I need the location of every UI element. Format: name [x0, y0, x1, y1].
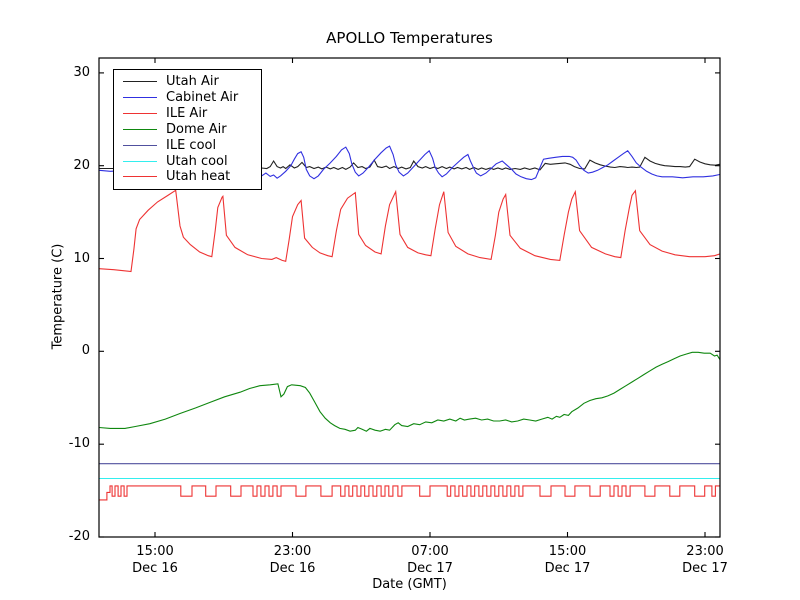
x-tick-label: 07:00 Dec 17	[385, 543, 475, 577]
y-tick-label: 10	[73, 250, 90, 266]
legend-label: Cabinet Air	[166, 90, 239, 106]
x-tick-label: 15:00 Dec 16	[110, 543, 200, 577]
x-tick-date: Dec 16	[132, 561, 178, 576]
x-tick-date: Dec 17	[682, 561, 728, 576]
series-line-utah-heat	[99, 485, 720, 501]
legend-line-sample	[123, 128, 157, 130]
x-tick-time: 15:00	[136, 544, 174, 559]
x-tick-label: 23:00 Dec 17	[660, 543, 750, 577]
y-axis-label: Temperature (C)	[50, 243, 66, 350]
y-tick-label: 20	[73, 157, 90, 173]
legend-line-sample	[123, 160, 157, 162]
legend-entry-dome-air: Dome Air	[123, 122, 253, 137]
y-tick-label: -10	[68, 436, 90, 452]
legend-label: ILE Air	[166, 106, 208, 122]
x-tick-time: 07:00	[411, 544, 449, 559]
legend-entry-utah-heat: Utah heat	[123, 169, 253, 184]
series-line-cabinet-air	[99, 145, 720, 181]
legend-line-sample	[123, 144, 157, 146]
legend-entry-cabinet-air: Cabinet Air	[123, 90, 253, 105]
legend-entry-ile-cool: ILE cool	[123, 138, 253, 153]
x-tick-date: Dec 17	[407, 561, 453, 576]
legend-label: Utah heat	[166, 169, 231, 185]
legend-label: Utah cool	[166, 153, 228, 169]
legend-line-sample	[123, 97, 157, 99]
legend-label: ILE cool	[166, 137, 217, 153]
legend-line-sample	[123, 113, 157, 115]
x-tick-date: Dec 17	[544, 561, 591, 576]
legend-line-sample	[123, 81, 157, 83]
x-tick-time: 23:00	[273, 544, 312, 559]
x-tick-label: 23:00 Dec 16	[248, 543, 338, 577]
y-tick-label: 30	[73, 64, 90, 80]
legend-label: Utah Air	[166, 74, 219, 90]
legend-label: Dome Air	[166, 121, 227, 137]
series-line-dome-air	[99, 351, 720, 432]
series-line-utah-air	[99, 156, 720, 171]
x-axis-label: Date (GMT)	[372, 577, 447, 592]
legend-entry-ile-air: ILE Air	[123, 106, 253, 121]
legend: Utah Air Cabinet Air ILE Air Dome Air ILE co…	[113, 69, 262, 190]
legend-entry-utah-cool: Utah cool	[123, 154, 253, 169]
axes-frame	[98, 57, 721, 538]
x-tick-time: 23:00	[686, 544, 724, 559]
legend-entry-utah-air: Utah Air	[123, 74, 253, 89]
legend-line-sample	[123, 176, 157, 178]
y-tick-label: -20	[68, 529, 90, 544]
x-tick-label: 15:00 Dec 17	[523, 543, 613, 577]
x-tick-date: Dec 16	[269, 561, 316, 576]
y-tick-label: 0	[81, 343, 90, 359]
series-line-ile-air	[99, 189, 720, 273]
x-tick-time: 15:00	[548, 544, 587, 559]
chart-title: APOLLO Temperatures	[326, 29, 493, 47]
